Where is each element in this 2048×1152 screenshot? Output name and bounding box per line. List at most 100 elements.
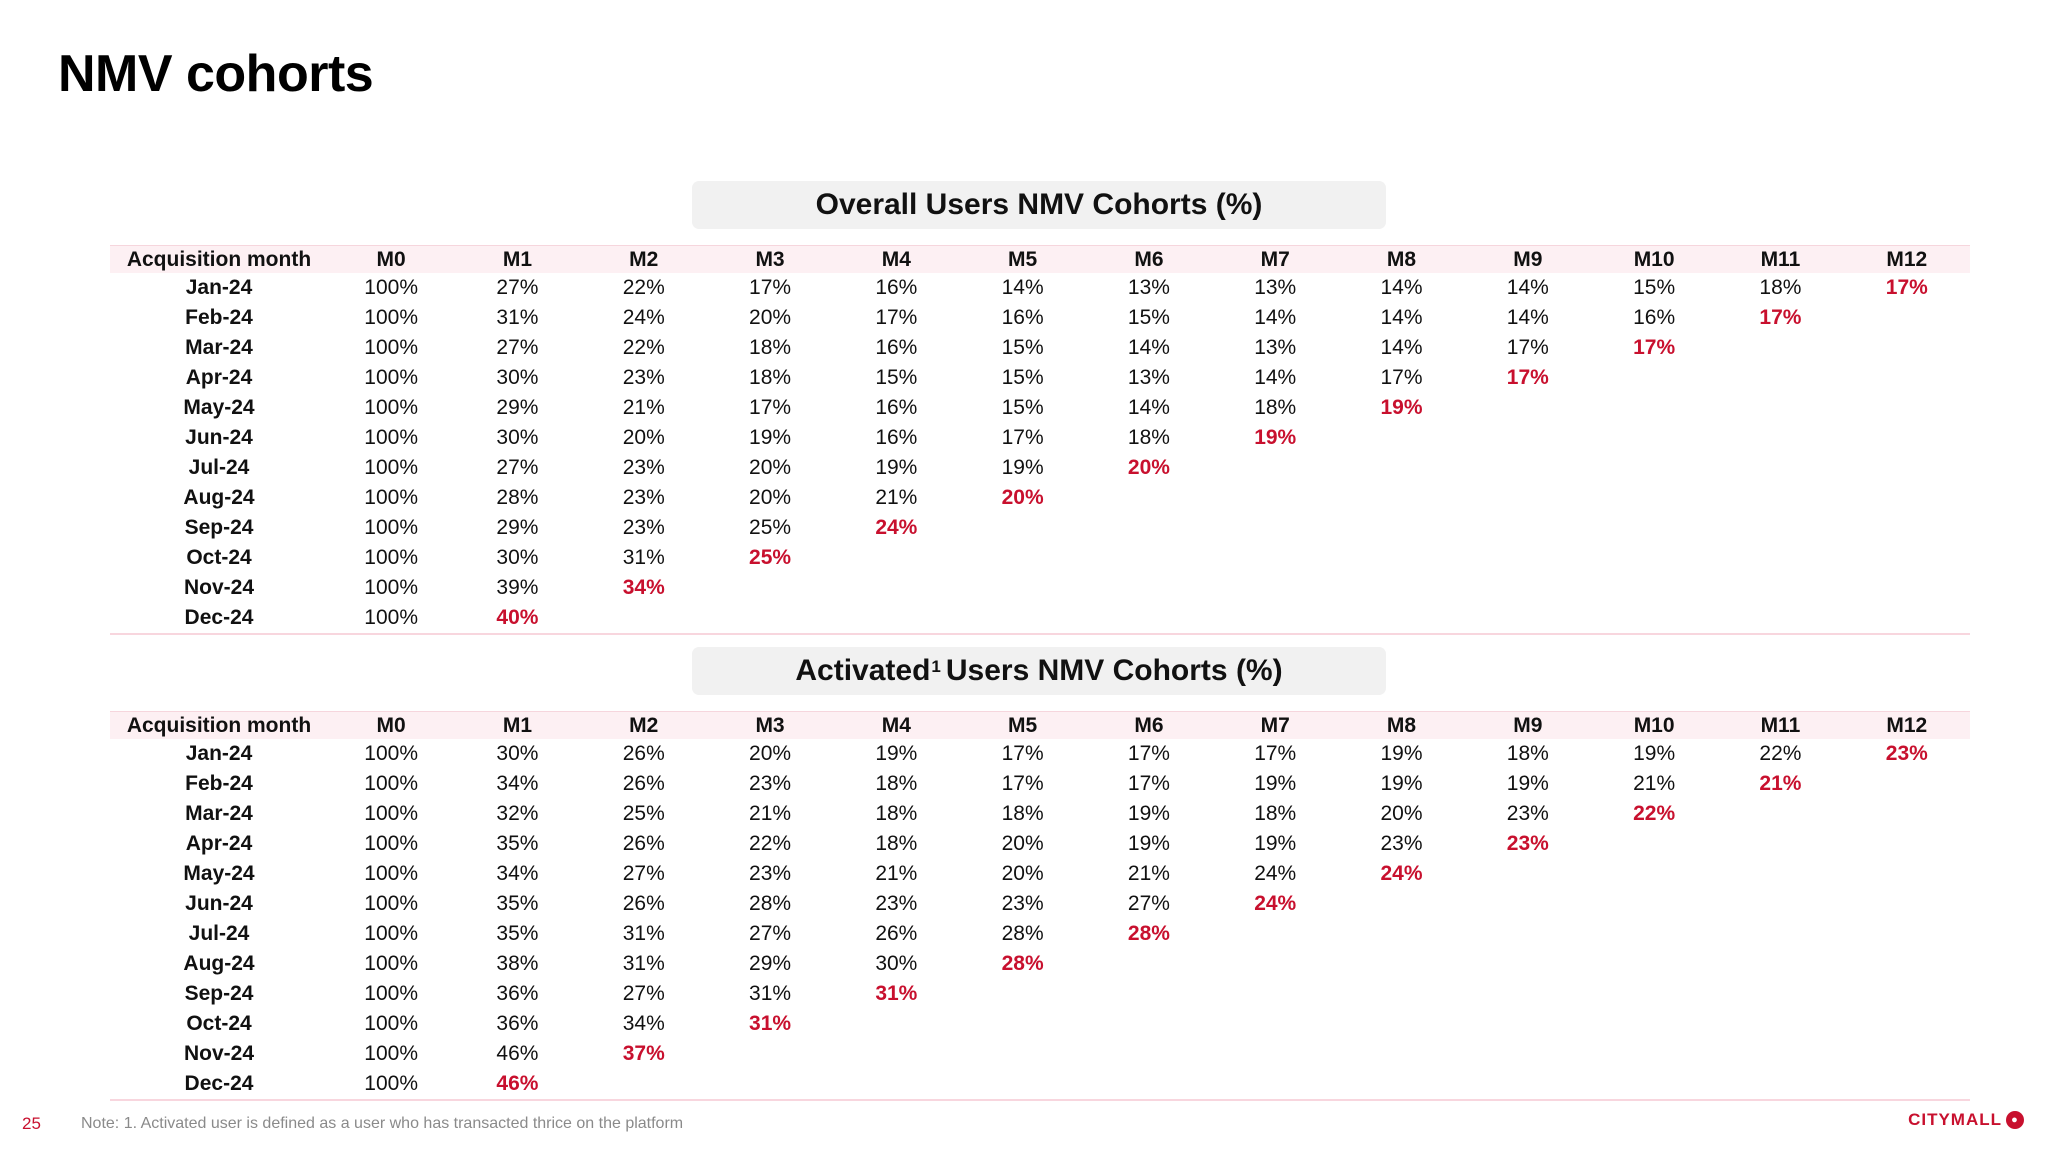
cohort-value-cell: 18% xyxy=(1254,802,1297,825)
cohort-value-cell: 14% xyxy=(1380,336,1423,359)
empty-cell xyxy=(1338,423,1464,453)
empty-cell xyxy=(1591,483,1717,513)
cohort-value-cell: 24% xyxy=(875,516,918,539)
brand-logo: CITYMALL ● xyxy=(1908,1110,2024,1130)
empty-cell xyxy=(706,1069,834,1101)
page-title: NMV cohorts xyxy=(58,45,374,103)
cohort-value-cell: 21% xyxy=(622,396,665,419)
column-header-m10: M10 xyxy=(1590,711,1718,739)
empty-cell xyxy=(1212,1069,1339,1101)
cohort-value-cell: 14% xyxy=(1506,306,1549,329)
empty-cell xyxy=(1212,543,1338,573)
table-row: Feb-24 100% 31% 24% 20% 17% 16% 15% 14% 14% 14% 16%… xyxy=(110,303,1970,333)
empty-cell xyxy=(1844,1039,1970,1069)
cohort-value-cell: 30% xyxy=(496,366,539,389)
column-header-m9: M9 xyxy=(1464,711,1591,739)
empty-cell xyxy=(1844,363,1970,393)
cohort-value-cell: 100% xyxy=(364,742,418,765)
empty-cell xyxy=(1590,1069,1718,1101)
empty-cell xyxy=(1212,513,1338,543)
cohort-value-cell: 100% xyxy=(364,1012,418,1035)
empty-cell xyxy=(1338,949,1464,979)
empty-cell xyxy=(1212,949,1338,979)
empty-cell xyxy=(1212,1039,1338,1069)
cohort-value-cell: 27% xyxy=(496,456,539,479)
acquisition-month-label: Dec-24 xyxy=(110,1069,328,1101)
column-header-m12: M12 xyxy=(1843,245,1970,273)
cohort-value-cell: 19% xyxy=(1633,742,1676,765)
cohort-value-cell: 26% xyxy=(622,892,665,915)
cohort-value-cell: 35% xyxy=(496,922,539,945)
column-header-m0: M0 xyxy=(328,711,455,739)
cohort-value-cell: 17% xyxy=(1885,276,1928,299)
cohort-value-cell: 14% xyxy=(1127,336,1170,359)
cohort-value-cell: 34% xyxy=(622,1012,665,1035)
cohort-value-cell: 21% xyxy=(875,486,918,509)
cohort-value-cell: 15% xyxy=(1633,276,1676,299)
cohort-value-cell: 100% xyxy=(364,516,418,539)
empty-cell xyxy=(1591,1039,1717,1069)
cohort-value-cell: 25% xyxy=(749,546,792,569)
cohort-value-cell: 14% xyxy=(1380,306,1423,329)
cohort-value-cell: 20% xyxy=(749,742,792,765)
cohort-value-cell: 19% xyxy=(1506,772,1549,795)
empty-cell xyxy=(959,1069,1086,1101)
acquisition-month-label: Nov-24 xyxy=(183,1042,255,1065)
empty-cell xyxy=(959,573,1085,603)
cohort-value-cell: 34% xyxy=(496,862,539,885)
cohort-value-cell: 23% xyxy=(622,486,665,509)
acquisition-month-label: Aug-24 xyxy=(183,486,255,509)
cohort-value-cell: 17% xyxy=(1506,336,1549,359)
cohort-value-cell: 100% xyxy=(364,306,418,329)
cohort-value-cell: 23% xyxy=(622,366,665,389)
empty-cell xyxy=(1212,919,1338,949)
empty-cell xyxy=(1338,979,1464,1009)
empty-cell xyxy=(1717,393,1843,423)
cohort-value-cell: 100% xyxy=(364,486,418,509)
cohort-value-cell: 46% xyxy=(454,1069,581,1101)
cohort-value-cell: 19% xyxy=(1127,802,1170,825)
cohort-value-cell: 17% xyxy=(1001,426,1044,449)
cohort-value-cell: 19% xyxy=(1380,396,1423,419)
table-row: Jun-24 100% 30% 20% 19% 16% 17% 18% 19% xyxy=(110,423,1970,453)
cohort-value-cell: 14% xyxy=(1254,366,1297,389)
cohort-value-cell: 19% xyxy=(1254,832,1297,855)
empty-cell xyxy=(1591,573,1717,603)
table-row: Apr-24 100% 30% 23% 18% 15% 15% 13% 14% 17% 17% xyxy=(110,363,1970,393)
empty-cell xyxy=(1844,513,1970,543)
empty-cell xyxy=(1465,393,1591,423)
column-header-m5: M5 xyxy=(959,711,1086,739)
cohort-value-cell: 19% xyxy=(1001,456,1044,479)
acquisition-month-label: Sep-24 xyxy=(184,982,254,1005)
cohort-value-cell: 22% xyxy=(622,336,665,359)
empty-cell xyxy=(1717,829,1843,859)
cohort-value-cell: 21% xyxy=(875,862,918,885)
table-row: Mar-24 100% 32% 25% 21% 18% 18% 19% 18% 20% 23% 22% xyxy=(110,799,1970,829)
cohort-value-cell: 17% xyxy=(1254,742,1297,765)
empty-cell xyxy=(1465,483,1591,513)
column-header-m7: M7 xyxy=(1212,711,1339,739)
overall-cohort-table: Acquisition month M0 M1 M2 M3 M4 M5 M6 M7 M8 M9 M10… xyxy=(110,245,1970,635)
empty-cell xyxy=(1717,573,1843,603)
cohort-value-cell: 19% xyxy=(1380,742,1423,765)
cohort-value-cell: 29% xyxy=(749,952,792,975)
cohort-value-cell: 23% xyxy=(749,772,792,795)
empty-cell xyxy=(1844,829,1970,859)
empty-cell xyxy=(1465,543,1591,573)
acquisition-month-label: Feb-24 xyxy=(185,772,253,795)
cohort-value-cell: 18% xyxy=(875,802,918,825)
column-header-m9: M9 xyxy=(1464,245,1591,273)
cohort-value-cell: 26% xyxy=(875,922,918,945)
cohort-value-cell: 22% xyxy=(749,832,792,855)
empty-cell xyxy=(1717,453,1843,483)
empty-cell xyxy=(1591,1009,1717,1039)
cohort-value-cell: 15% xyxy=(1127,306,1170,329)
cohort-value-cell: 18% xyxy=(1254,396,1297,419)
cohort-value-cell: 31% xyxy=(875,982,918,1005)
empty-cell xyxy=(1844,799,1970,829)
cohort-value-cell: 22% xyxy=(622,276,665,299)
empty-cell xyxy=(1338,543,1464,573)
acquisition-month-label: Dec-24 xyxy=(110,603,328,635)
empty-cell xyxy=(1591,829,1717,859)
cohort-value-cell: 26% xyxy=(622,772,665,795)
